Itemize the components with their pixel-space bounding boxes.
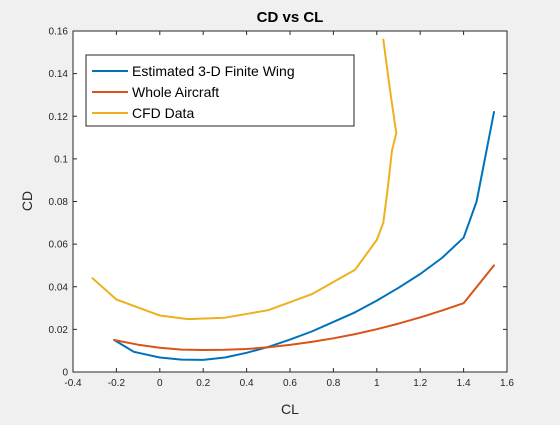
x-tick-label: -0.2 — [108, 378, 126, 389]
y-tick-label: 0.1 — [54, 154, 68, 165]
y-tick-label: 0 — [62, 368, 68, 379]
y-tick-label: 0.06 — [49, 240, 69, 251]
x-tick-label: 0 — [157, 378, 163, 389]
y-tick-label: 0.02 — [49, 325, 69, 336]
y-tick-label: 0.04 — [49, 282, 69, 293]
x-tick-label: 0.4 — [240, 378, 254, 389]
series-line-2 — [113, 264, 495, 351]
x-axis-label: CL — [281, 401, 299, 417]
legend-label-3: CFD Data — [132, 105, 194, 121]
y-tick-label: 0.12 — [49, 112, 69, 123]
x-tick-label: 0.8 — [326, 378, 340, 389]
legend-label-2: Whole Aircraft — [132, 84, 219, 100]
legend-label-1: Estimated 3-D Finite Wing — [132, 63, 295, 79]
ticks-layer: -0.4 -0.2 0 0.2 0.4 0.6 0.8 1 1.2 1.4 1.6 0 0.02 0.04… — [49, 27, 515, 390]
x-tick-label: 1 — [374, 378, 380, 389]
y-tick-label: 0.16 — [49, 27, 69, 38]
legend: Estimated 3-D Finite Wing Whole Aircraft C… — [85, 54, 355, 127]
y-axis-label: CD — [19, 191, 35, 211]
series-line-3 — [91, 38, 398, 321]
x-tick-label: 0.6 — [283, 378, 297, 389]
x-tick-label: 1.6 — [500, 378, 514, 389]
series-layer — [91, 38, 495, 361]
legend-box — [85, 54, 355, 127]
series-line-1 — [113, 111, 495, 361]
y-tick-label: 0.08 — [49, 197, 69, 208]
x-tick-label: 1.2 — [413, 378, 427, 389]
x-tick-label: -0.4 — [64, 378, 82, 389]
x-tick-label: 0.2 — [196, 378, 210, 389]
chart-title: CD vs CL — [257, 9, 324, 26]
x-tick-label: 1.4 — [457, 378, 471, 389]
y-tick-label: 0.14 — [49, 69, 69, 80]
